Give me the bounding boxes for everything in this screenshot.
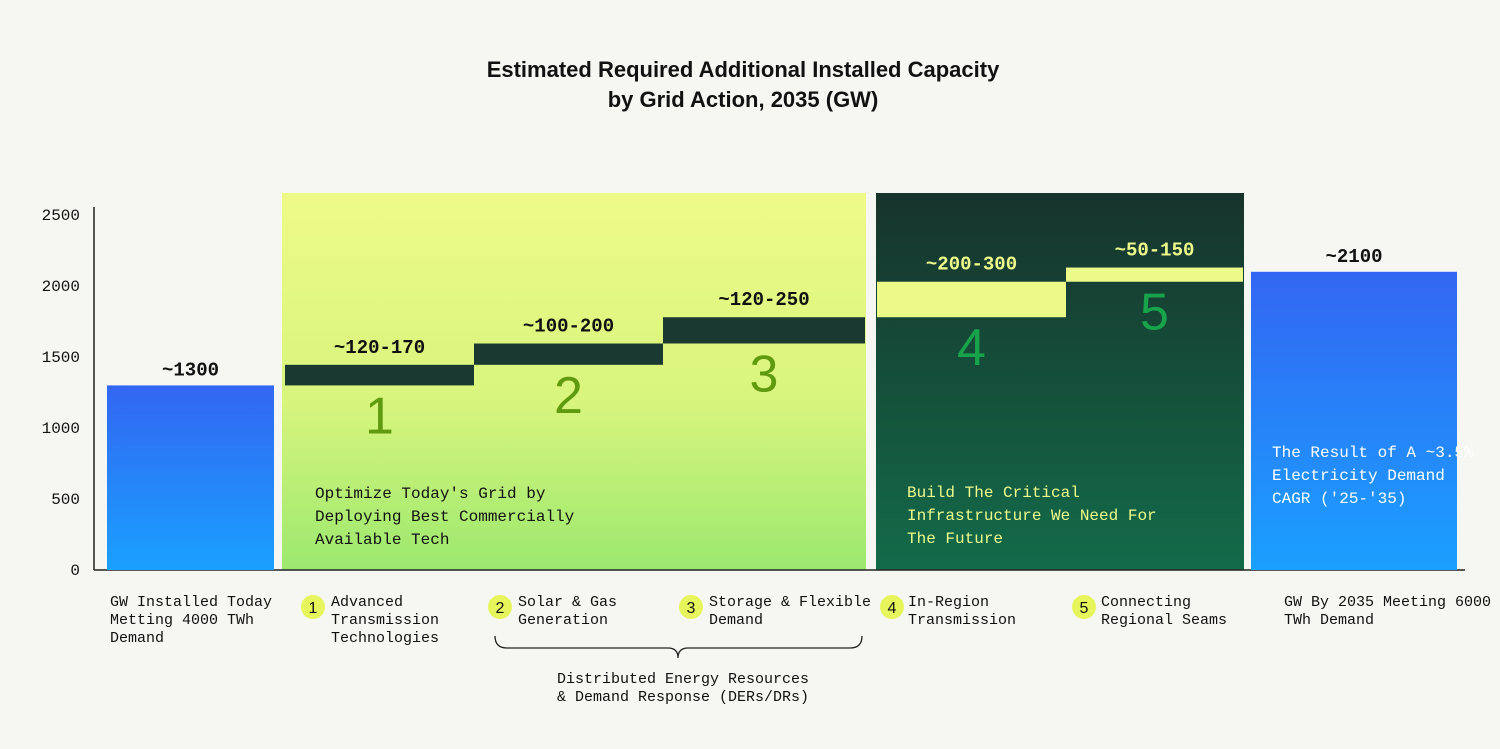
step-bar-5 <box>1066 267 1243 282</box>
category-label-future: GW By 2035 Meeting 6000 TWh Demand <box>1284 594 1491 629</box>
value-label-5: ~50-150 <box>1115 240 1195 262</box>
badge-number-5: 5 <box>1080 600 1089 617</box>
bar-today <box>107 385 274 570</box>
category-label-s3: Storage & Flexible Demand <box>709 594 871 629</box>
step-number-4: 4 <box>957 319 986 377</box>
category-label-s1: Advanced Transmission Technologies <box>331 594 439 647</box>
y-tick-label: 1000 <box>42 420 80 438</box>
step-bar-3 <box>663 317 865 344</box>
category-label-s2: Solar & Gas Generation <box>518 594 617 629</box>
category-label-s4: In-Region Transmission <box>908 594 1016 629</box>
build-panel <box>876 193 1244 570</box>
badge-3 <box>679 595 703 619</box>
badge-2 <box>488 595 512 619</box>
step-number-1: 1 <box>365 387 394 445</box>
optimize-description: Optimize Today's Grid by Deploying Best C… <box>315 485 575 549</box>
build-description: Build The Critical Infrastructure We Need… <box>907 484 1157 548</box>
category-label-s5: Connecting Regional Seams <box>1101 594 1227 629</box>
y-tick-label: 500 <box>51 491 80 509</box>
category-label-today: GW Installed Today Metting 4000 TWh Demand <box>110 594 272 647</box>
value-label-1: ~120-170 <box>334 337 425 359</box>
value-label-3: ~120-250 <box>718 289 809 311</box>
value-label-4: ~200-300 <box>926 254 1017 276</box>
ders-bracket-label: Distributed Energy Resources & Demand Res… <box>557 671 809 706</box>
badge-number-2: 2 <box>496 600 505 617</box>
y-tick-label: 2000 <box>42 278 80 296</box>
step-bar-2 <box>474 343 663 365</box>
chart-title: Estimated Required Additional Installed … <box>487 57 1000 82</box>
badge-5 <box>1072 595 1096 619</box>
value-label-2: ~100-200 <box>523 316 614 338</box>
step-bar-4 <box>877 281 1066 318</box>
value-label-future: ~2100 <box>1325 246 1382 268</box>
result-description: The Result of A ~3.5% Electricity Demand C… <box>1272 444 1474 508</box>
ders-bracket <box>494 635 863 659</box>
badge-4 <box>880 595 904 619</box>
badge-1 <box>301 595 325 619</box>
chart-subtitle: by Grid Action, 2035 (GW) <box>608 87 879 112</box>
y-tick-label: 1500 <box>42 349 80 367</box>
badge-number-4: 4 <box>888 600 897 617</box>
bar-future <box>1251 271 1457 570</box>
y-tick-label: 2500 <box>42 207 80 225</box>
step-number-2: 2 <box>554 367 583 425</box>
value-label-today: ~1300 <box>162 359 219 381</box>
y-tick-label: 0 <box>70 562 80 580</box>
badge-number-3: 3 <box>687 600 696 617</box>
step-bar-1 <box>285 364 474 386</box>
badge-number-1: 1 <box>309 600 318 617</box>
step-number-3: 3 <box>750 346 779 404</box>
step-number-5: 5 <box>1140 284 1169 342</box>
